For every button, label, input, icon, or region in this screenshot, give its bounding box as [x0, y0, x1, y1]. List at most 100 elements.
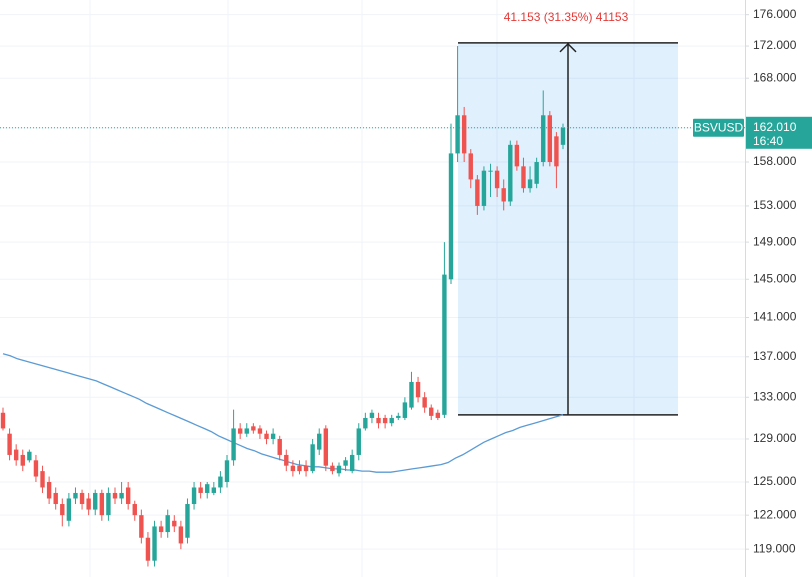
candle-body	[330, 465, 335, 472]
candle-body	[198, 487, 203, 493]
y-tick-label: 172.000	[753, 38, 797, 52]
y-tick-label: 176.000	[753, 7, 797, 21]
candle-body	[73, 492, 78, 499]
candle-body	[165, 515, 170, 533]
candle-body	[310, 444, 315, 472]
candle-body	[119, 492, 124, 499]
candle-body	[541, 115, 546, 163]
candle-body	[317, 433, 322, 450]
candle-body	[99, 492, 105, 516]
candle-body	[481, 170, 487, 206]
candle-body	[303, 465, 309, 472]
candle-body	[534, 162, 539, 184]
y-tick-label: 141.000	[753, 310, 797, 324]
candle-body	[132, 504, 137, 516]
y-tick-label: 168.000	[753, 70, 797, 84]
candle-body	[376, 417, 381, 424]
candle-body	[0, 412, 6, 429]
time-grid	[89, 0, 635, 577]
y-tick-label: 122.000	[753, 507, 797, 521]
candle-body	[521, 166, 526, 189]
candle-body	[125, 487, 131, 505]
candle-body	[455, 115, 460, 154]
candle-body	[277, 438, 282, 455]
candle-body	[488, 170, 493, 172]
candle-body	[27, 451, 32, 461]
moving-average	[2, 353, 564, 473]
candle-body	[527, 179, 533, 189]
candle-body	[158, 526, 164, 533]
candle-body	[79, 492, 85, 505]
candle-body	[13, 449, 19, 461]
candle-body	[231, 428, 236, 461]
measure-arrow-head	[559, 42, 577, 53]
price-label: 162.010	[753, 120, 797, 134]
y-tick-label: 153.000	[753, 198, 797, 212]
candle-body	[323, 428, 329, 466]
candle-body	[402, 402, 408, 418]
candle-body	[139, 515, 144, 538]
candle-body	[461, 115, 467, 154]
candle-body	[185, 504, 190, 538]
symbol-badge	[693, 118, 744, 137]
candle-body	[251, 426, 256, 431]
candle-body	[442, 274, 447, 415]
candle-body	[152, 526, 157, 561]
candle-body	[178, 526, 184, 544]
candle-body	[343, 460, 348, 466]
candle-body	[237, 428, 243, 434]
candle-body	[244, 428, 249, 434]
y-tick-label: 133.000	[753, 389, 797, 403]
candle-body	[106, 492, 111, 516]
y-tick-label: 137.000	[753, 349, 797, 363]
candle-body	[60, 504, 65, 516]
candle-body	[172, 520, 177, 527]
candle-body	[205, 484, 210, 493]
candle-body	[270, 433, 276, 439]
candle-body	[349, 454, 355, 472]
candle-body	[33, 460, 39, 477]
candle-body	[145, 537, 151, 561]
candle-body	[264, 433, 269, 439]
candle-body	[7, 433, 12, 455]
candle-body	[257, 428, 263, 434]
candle-body	[389, 417, 394, 424]
candle-body	[554, 136, 559, 167]
candle-body	[363, 417, 368, 429]
candle-body	[514, 144, 520, 167]
candle-body	[211, 487, 217, 493]
candle-body	[382, 417, 388, 424]
candle-body	[224, 460, 230, 482]
candle-body	[422, 397, 427, 408]
y-tick-label: 158.000	[753, 154, 797, 168]
candle-body	[66, 498, 72, 521]
y-tick-label: 129.000	[753, 431, 797, 445]
price-badge	[746, 116, 812, 149]
candle-body	[494, 170, 500, 189]
candle-body	[501, 188, 506, 202]
candle-body	[112, 492, 118, 499]
candle-body	[356, 428, 361, 455]
candle-body	[435, 412, 441, 418]
candle-body	[93, 492, 98, 510]
candle-body	[284, 454, 289, 466]
candle-body	[290, 465, 296, 472]
candle-body	[415, 381, 421, 398]
candle-body	[40, 471, 45, 488]
candle-body	[508, 144, 513, 202]
candle-body	[429, 407, 434, 416]
candle-body	[396, 415, 401, 418]
candle-body	[297, 465, 302, 472]
candle-body	[547, 115, 553, 163]
candle-body	[20, 454, 25, 466]
y-tick-label: 119.000	[753, 541, 796, 555]
candle-body	[218, 476, 223, 488]
candle-body	[53, 492, 58, 505]
symbol-label: BSVUSD	[694, 120, 744, 134]
candle-body	[468, 153, 473, 180]
candle-body	[448, 153, 454, 280]
y-tick-label: 125.000	[753, 474, 797, 488]
